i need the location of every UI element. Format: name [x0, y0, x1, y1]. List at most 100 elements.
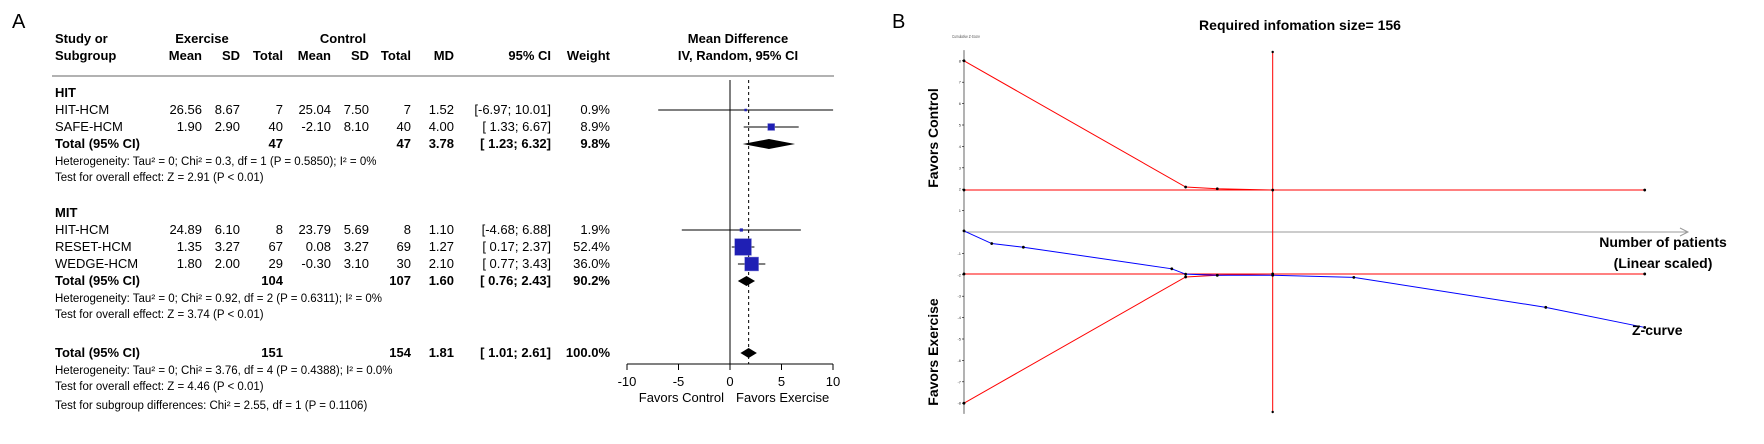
md-value: 1.27: [429, 239, 454, 254]
ex-total: 104: [261, 273, 283, 288]
ct-total: 30: [397, 256, 411, 271]
tsa-title: Required infomation size= 156: [1199, 17, 1401, 33]
ci-value: [ 1.33; 6.67]: [482, 119, 551, 134]
y-tick-label: -3: [957, 294, 961, 299]
pooled-diamond: [740, 348, 757, 358]
ci-value: [ 1.23; 6.32]: [480, 136, 551, 151]
boundary-point: [1184, 185, 1188, 189]
ct-mean: 23.79: [298, 222, 331, 237]
header-ct-sd: SD: [351, 48, 369, 63]
weight-value: 8.9%: [580, 119, 610, 134]
subgroup-hit-title: HIT: [55, 85, 76, 100]
boundary-point: [962, 188, 966, 192]
header-study-1: Study or: [55, 31, 108, 46]
z-curve-point: [1184, 272, 1188, 276]
tsa-tiny-caption: Cumulative Z-Score: [952, 34, 980, 39]
pooled-diamond: [737, 276, 756, 286]
boundary-point: [962, 272, 966, 276]
boundary-point: [1184, 275, 1188, 279]
y-tick-label: 3: [959, 165, 962, 170]
overall-total-row: Total (95% CI) 151 154 1.81 [ 1.01; 2.61…: [55, 345, 610, 360]
md-value: 1.10: [429, 222, 454, 237]
ex-mean: 24.89: [169, 222, 202, 237]
x-tick-label: -10: [618, 374, 637, 389]
table-row: HIT-HCM 24.89 6.10 8 23.79 5.69 8 1.10 […: [55, 222, 610, 237]
ct-mean: 25.04: [298, 102, 331, 117]
study-square: [739, 228, 743, 232]
ct-total: 47: [397, 136, 411, 151]
study-name: HIT-HCM: [55, 102, 109, 117]
z-curve-point: [1271, 273, 1275, 277]
ex-sd: 3.27: [215, 239, 240, 254]
z-curve-point: [1643, 326, 1647, 329]
ct-sd: 7.50: [344, 102, 369, 117]
monitoring-boundary: [963, 60, 1273, 191]
ex-total: 29: [269, 256, 283, 271]
total-label: Total (95% CI): [55, 136, 140, 151]
ci-value: [ 0.76; 2.43]: [480, 273, 551, 288]
panel-b-label: B: [892, 11, 905, 33]
monitoring-boundary: [963, 273, 1273, 404]
weight-value: 0.9%: [580, 102, 610, 117]
ylabel-favors-control: Favors Control: [925, 88, 941, 188]
ex-mean: 1.80: [177, 256, 202, 271]
subgroup-total-row: Total (95% CI) 47 47 3.78 [ 1.23; 6.32] …: [55, 136, 610, 151]
footer-subgroup-diff: Test for subgroup differences: Chi² = 2.…: [55, 400, 367, 412]
ct-sd: 3.10: [344, 256, 369, 271]
panel-a-label: A: [12, 11, 26, 33]
table-row: WEDGE-HCM 1.80 2.00 29 -0.30 3.10 30 2.1…: [55, 256, 610, 271]
ct-total: 7: [404, 102, 411, 117]
ct-total: 107: [389, 273, 411, 288]
study-name: RESET-HCM: [55, 239, 132, 254]
ex-sd: 8.67: [215, 102, 240, 117]
md-value: 3.78: [429, 136, 454, 151]
ex-sd: 6.10: [215, 222, 240, 237]
md-value: 1.81: [429, 345, 454, 360]
boundary-point: [1643, 188, 1647, 192]
ct-total: 69: [397, 239, 411, 254]
x-tick-label: 10: [826, 374, 840, 389]
heterogeneity-text: Heterogeneity: Tau² = 0; Chi² = 0.92, df…: [55, 293, 382, 305]
total-label: Total (95% CI): [55, 273, 140, 288]
table-row: SAFE-HCM 1.90 2.90 40 -2.10 8.10 40 4.00…: [55, 119, 610, 134]
header-ex-mean: Mean: [169, 48, 202, 63]
z-curve-point: [1170, 267, 1174, 271]
y-tick-label: -1: [957, 251, 961, 256]
z-curve-point: [1544, 305, 1548, 309]
study-name: WEDGE-HCM: [55, 256, 138, 271]
heterogeneity-text: Heterogeneity: Tau² = 0; Chi² = 0.3, df …: [55, 156, 376, 168]
forest-footer: Heterogeneity: Tau² = 0; Chi² = 3.76, df…: [55, 365, 392, 412]
subgroup-total-row: Total (95% CI) 104 107 1.60 [ 0.76; 2.43…: [55, 273, 610, 288]
ct-total: 8: [404, 222, 411, 237]
ci-value: [-4.68; 6.88]: [482, 222, 551, 237]
table-row: HIT-HCM 26.56 8.67 7 25.04 7.50 7 1.52 […: [55, 102, 610, 117]
study-square: [744, 108, 747, 112]
pooled-diamond: [742, 139, 796, 149]
ct-total: 40: [397, 119, 411, 134]
ris-endpoint: [1271, 410, 1274, 414]
header-weight: Weight: [567, 48, 611, 63]
y-tick-label: -5: [957, 337, 961, 342]
weight-value: 52.4%: [573, 239, 610, 254]
z-curve-point: [1021, 245, 1025, 249]
header-ct-total: Total: [381, 48, 411, 63]
subgroup-mit-title: MIT: [55, 205, 77, 220]
ct-sd: 8.10: [344, 119, 369, 134]
ct-mean: -0.30: [301, 256, 331, 271]
z-curve: [963, 230, 1645, 328]
md-value: 2.10: [429, 256, 454, 271]
header-ci: 95% CI: [508, 48, 551, 63]
study-name: HIT-HCM: [55, 222, 109, 237]
xlabel-number-of-patients: Number of patients: [1599, 234, 1727, 250]
y-tick-label: 2: [959, 187, 962, 192]
boundary-point: [1643, 272, 1647, 276]
md-value: 4.00: [429, 119, 454, 134]
ct-mean: -2.10: [301, 119, 331, 134]
ex-total: 7: [276, 102, 283, 117]
header-plot-1: Mean Difference: [688, 31, 788, 46]
header-md: MD: [434, 48, 454, 63]
md-value: 1.52: [429, 102, 454, 117]
z-curve-point: [962, 229, 966, 233]
boundary-point: [1215, 187, 1219, 191]
ylabel-favors-exercise: Favors Exercise: [925, 298, 941, 406]
